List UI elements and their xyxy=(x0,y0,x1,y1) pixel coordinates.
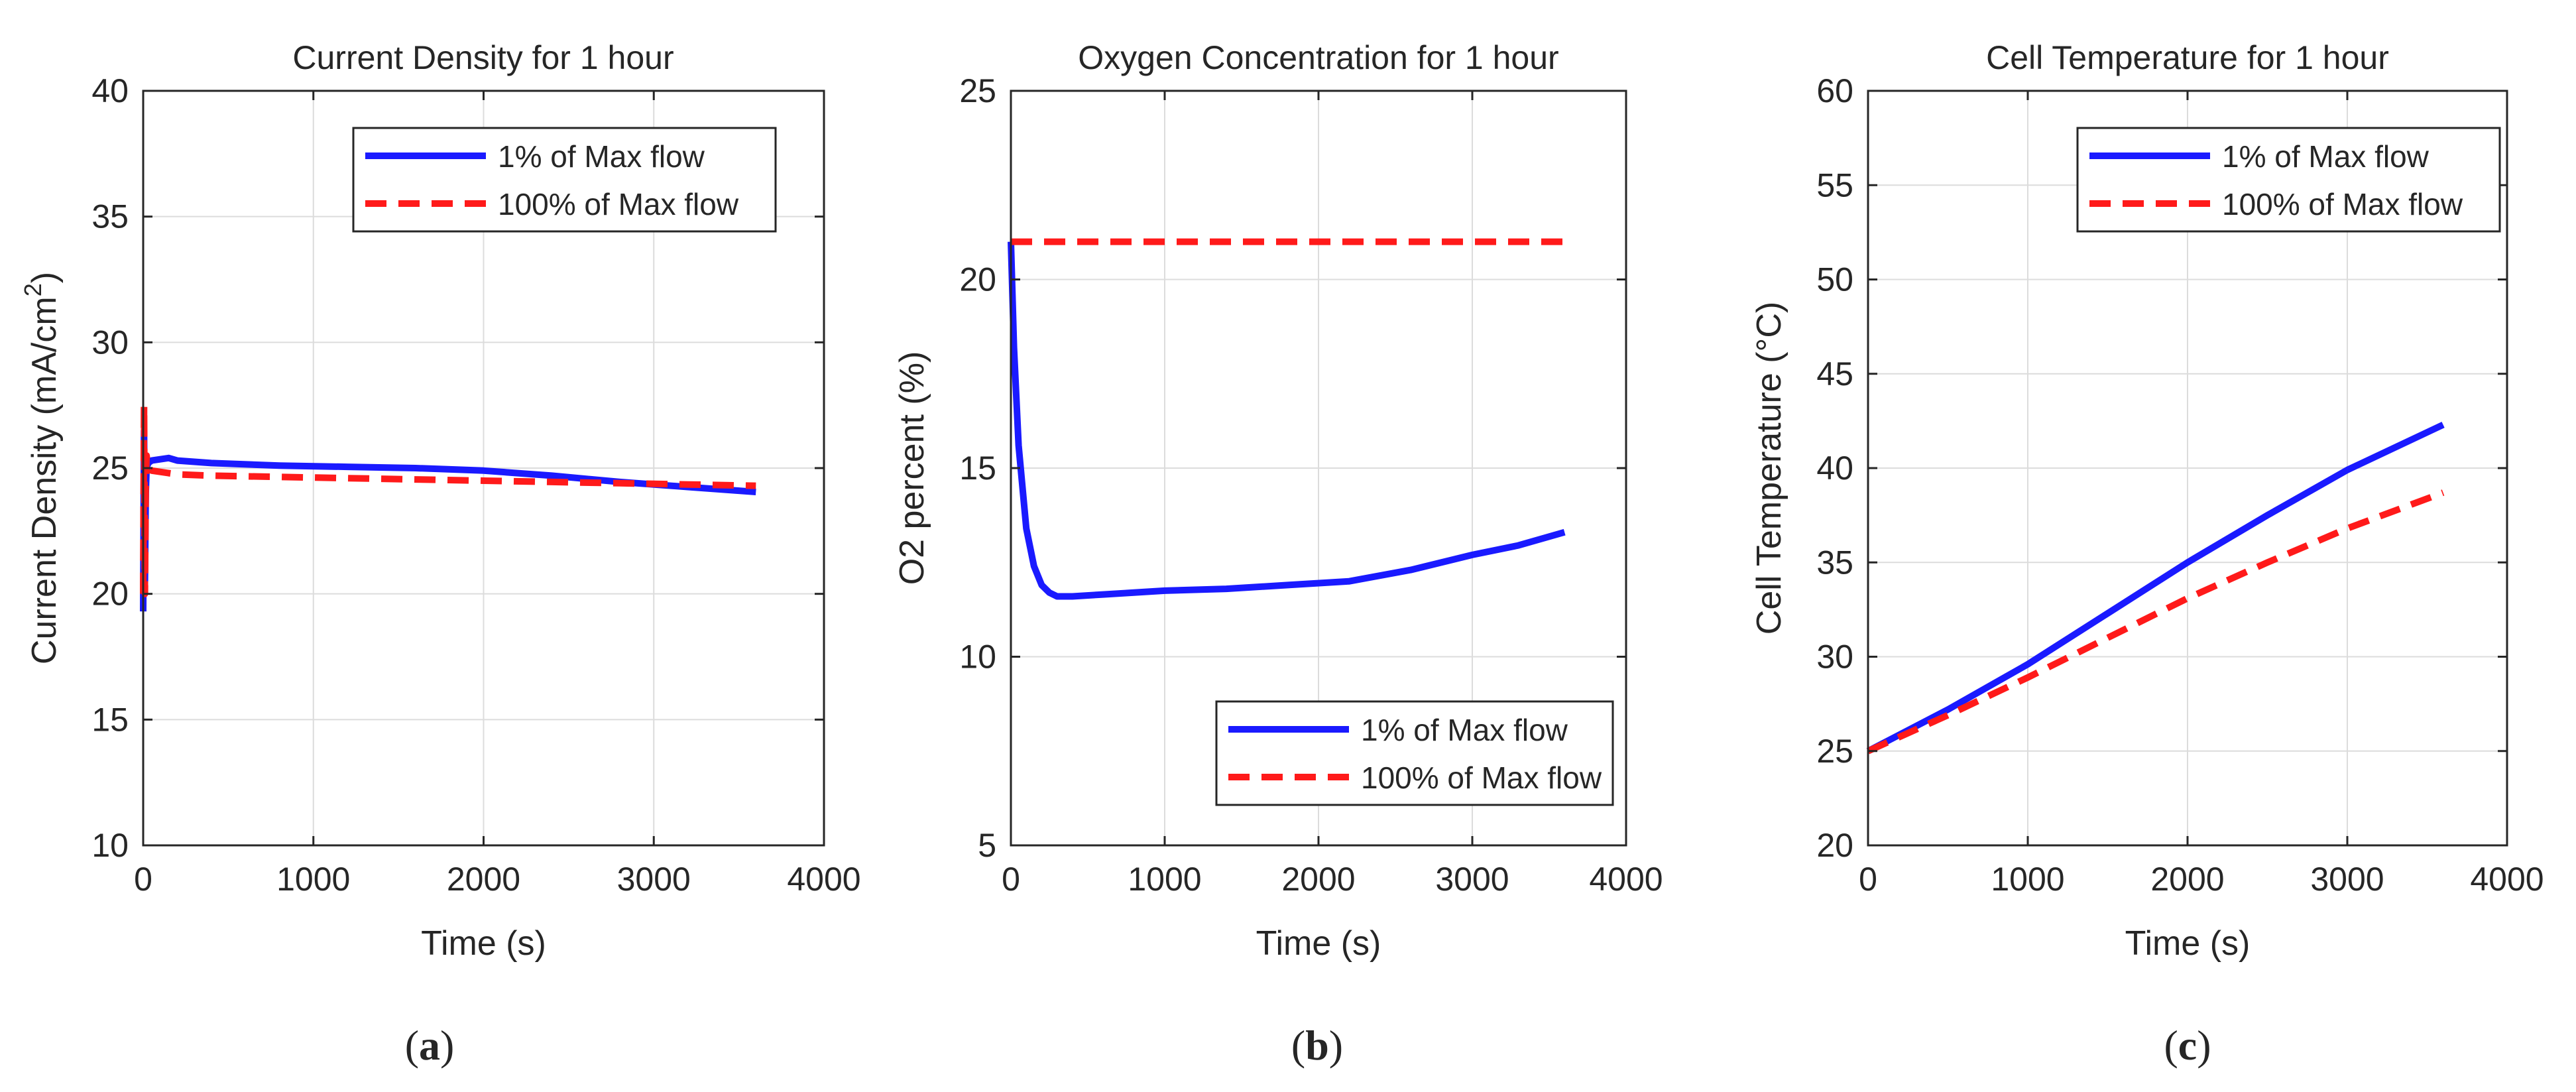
x-tick-label-b: 0 xyxy=(1002,861,1020,898)
panel-label-b: (b) xyxy=(1291,1022,1343,1069)
legend-a: 1% of Max flow 100% of Max flow xyxy=(352,127,777,233)
x-tick-label-c: 4000 xyxy=(2470,861,2544,898)
y-tick-label-c: 50 xyxy=(1816,261,1853,298)
x-tick-label-c: 3000 xyxy=(2310,861,2384,898)
x-tick-label-b: 4000 xyxy=(1589,861,1663,898)
chart-a: 0 1000 2000 3000 4000 10 15 20 25 30 35 40 Current D… xyxy=(19,39,861,1069)
y-axis-label-text-c: Cell Temperature (°C) xyxy=(1750,302,1788,635)
x-axis-label-c: Time (s) xyxy=(2125,924,2251,963)
y-tick-label-c: 40 xyxy=(1816,450,1853,487)
legend-box-c xyxy=(2076,127,2501,233)
chart-title-c: Cell Temperature for 1 hour xyxy=(1986,39,2389,76)
x-tick-label-a: 1000 xyxy=(276,861,350,898)
y-tick-label-a: 20 xyxy=(91,576,129,613)
series-line-a-max-flow xyxy=(140,402,756,597)
chart-c: 0 1000 2000 3000 4000 20 25 30 35 40 45 50 55 60 Cell … xyxy=(1750,39,2544,1069)
chart-title-a: Current Density for 1 hour xyxy=(292,39,673,76)
x-axis-label-a: Time (s) xyxy=(421,924,546,963)
y-tick-label-c: 25 xyxy=(1816,733,1853,770)
x-axis-label-b: Time (s) xyxy=(1256,924,1381,963)
panel-label-close-paren-c: ) xyxy=(2197,1022,2211,1069)
y-axis-label-c: Cell Temperature (°C) xyxy=(1750,302,1788,635)
x-tick-label-a: 2000 xyxy=(447,861,520,898)
chart-title-b: Oxygen Concentration for 1 hour xyxy=(1078,39,1558,76)
series-line-c-max-flow xyxy=(1866,489,2445,755)
legend-entry-c-low-flow: 1% of Max flow xyxy=(2222,139,2430,174)
series-line-c-low-flow xyxy=(1866,422,2445,755)
y-tick-label-a: 35 xyxy=(91,198,129,235)
x-tick-label-c: 2000 xyxy=(2150,861,2224,898)
panel-label-letter-c: c xyxy=(2178,1022,2197,1069)
legend-entry-a-max-flow: 100% of Max flow xyxy=(498,187,739,221)
y-tick-label-c: 55 xyxy=(1816,166,1853,204)
panel-label-close-paren-a: ) xyxy=(440,1022,454,1069)
y-tick-label-a: 10 xyxy=(91,827,129,864)
y-tick-label-c: 20 xyxy=(1816,827,1853,864)
y-axis-label-a: Current Density (mA/cm2) xyxy=(19,272,64,664)
legend-b: 1% of Max flow 100% of Max flow xyxy=(1215,700,1614,806)
y-tick-label-a: 30 xyxy=(91,324,129,361)
panel-label-a: (a) xyxy=(405,1022,455,1069)
y-tick-label-c: 60 xyxy=(1816,72,1853,109)
legend-entry-b-low-flow: 1% of Max flow xyxy=(1361,713,1568,747)
y-axis-label-text-a: Current Density (mA/cm xyxy=(25,296,64,664)
panel-label-c: (c) xyxy=(2164,1022,2211,1069)
chart-b: 0 1000 2000 3000 4000 5 10 15 20 25 Oxygen Concent… xyxy=(893,39,1663,1069)
panel-label-open-paren-b: ( xyxy=(1291,1022,1305,1069)
y-axis-label-superscript-a: 2 xyxy=(19,283,46,296)
panel-label-open-paren-c: ( xyxy=(2164,1022,2178,1069)
y-tick-label-b: 15 xyxy=(959,450,996,487)
x-tick-label-b: 3000 xyxy=(1435,861,1509,898)
y-axis-label-text-b: O2 percent (%) xyxy=(893,351,931,585)
panel-label-letter-b: b xyxy=(1305,1022,1329,1069)
y-tick-label-a: 40 xyxy=(91,72,129,109)
y-axis-label-suffix-a: ) xyxy=(25,272,64,283)
x-tick-label-a: 4000 xyxy=(787,861,860,898)
y-tick-label-b: 10 xyxy=(959,638,996,676)
x-tick-label-c: 1000 xyxy=(1991,861,2064,898)
x-tick-label-b: 1000 xyxy=(1128,861,1201,898)
y-tick-label-c: 45 xyxy=(1816,355,1853,393)
y-tick-label-c: 35 xyxy=(1816,544,1853,581)
panel-label-open-paren-a: ( xyxy=(405,1022,419,1069)
y-tick-label-b: 5 xyxy=(978,827,996,864)
legend-entry-b-max-flow: 100% of Max flow xyxy=(1361,760,1602,795)
panel-label-letter-a: a xyxy=(419,1022,440,1069)
legend-c: 1% of Max flow 100% of Max flow xyxy=(2076,127,2501,233)
y-tick-label-a: 15 xyxy=(91,701,129,738)
legend-entry-c-max-flow: 100% of Max flow xyxy=(2222,187,2463,221)
x-tick-label-a: 0 xyxy=(134,861,152,898)
y-tick-label-a: 25 xyxy=(91,450,129,487)
y-tick-label-b: 20 xyxy=(959,261,996,298)
y-axis-label-b: O2 percent (%) xyxy=(893,351,931,585)
panel-label-close-paren-b: ) xyxy=(1329,1022,1343,1069)
y-tick-label-b: 25 xyxy=(959,72,996,109)
y-tick-label-c: 30 xyxy=(1816,638,1853,676)
legend-box-b xyxy=(1215,700,1614,806)
series-line-b-low-flow xyxy=(1008,241,1566,600)
x-tick-label-a: 3000 xyxy=(617,861,691,898)
x-tick-label-b: 2000 xyxy=(1281,861,1355,898)
legend-box-a xyxy=(352,127,777,233)
legend-entry-a-low-flow: 1% of Max flow xyxy=(498,139,705,174)
x-tick-label-c: 0 xyxy=(1859,861,1877,898)
